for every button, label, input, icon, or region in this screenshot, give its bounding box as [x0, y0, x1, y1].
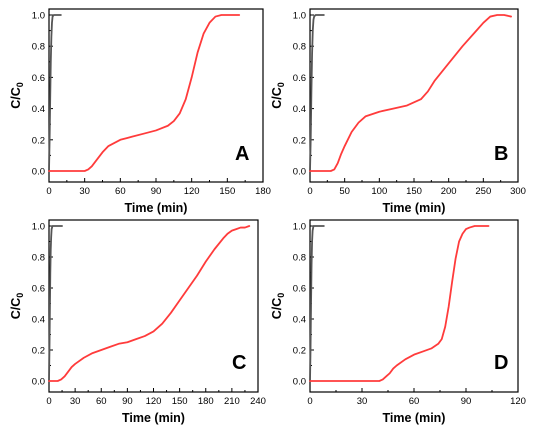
x-tick-label: 300: [510, 186, 526, 197]
y-tick-label: 0.6: [293, 73, 306, 84]
y-axis-title: C/C0: [9, 82, 25, 109]
x-tick-label: 100: [371, 186, 387, 197]
plot-frame: [48, 219, 259, 393]
y-axis-title: C/C0: [270, 82, 286, 109]
x-tick-label: 120: [510, 396, 526, 407]
y-tick-label: 0.0: [293, 377, 306, 388]
x-tick-label: 0: [307, 396, 312, 407]
y-tick-label: 0.2: [293, 346, 306, 357]
x-tick-label: 90: [461, 396, 472, 407]
x-axis-title: Time (min): [125, 201, 188, 215]
x-tick-label: 90: [122, 396, 133, 407]
y-tick-label: 0.0: [32, 377, 45, 388]
x-tick-label: 0: [307, 186, 312, 197]
x-tick-label: 150: [172, 396, 188, 407]
y-tick-label: 0.4: [293, 104, 306, 115]
x-axis-title: Time (min): [122, 411, 185, 425]
x-tick-label: 30: [357, 396, 368, 407]
x-tick-label: 50: [339, 186, 350, 197]
gray-series-line: [309, 14, 325, 172]
x-tick-label: 60: [115, 186, 126, 197]
red-series-line: [48, 14, 241, 172]
red-series-line: [309, 225, 490, 382]
y-axis-title: C/C0: [9, 293, 25, 320]
x-tick-label: 120: [146, 396, 162, 407]
x-axis-title: Time (min): [383, 201, 446, 215]
x-axis-title: Time (min): [383, 411, 446, 425]
x-tick-label: 30: [79, 186, 90, 197]
chart-panel-c: 0 30 60 90 120 150 180 210 240 0.0 0.2 0.4 0.6 0.8 1.0…: [9, 219, 266, 425]
chart-panel-b: 0 50 100 150 200 250 300 0.0 0.2 0.4 0.6 0.8 1.0 Time…: [270, 8, 526, 215]
gray-series-line: [309, 225, 325, 382]
y-tick-label: 0.4: [293, 315, 306, 326]
y-axis-title: C/C0: [270, 293, 286, 320]
panel-letter: A: [235, 143, 249, 165]
y-tick-label: 0.2: [32, 135, 45, 146]
x-tick-label: 60: [409, 396, 420, 407]
x-tick-label: 240: [250, 396, 266, 407]
y-tick-label: 0.8: [293, 42, 306, 53]
panel-letter: D: [494, 352, 508, 374]
x-tick-label: 250: [475, 186, 491, 197]
x-tick-label: 210: [224, 396, 240, 407]
x-tick-label: 30: [70, 396, 81, 407]
x-tick-label: 150: [406, 186, 422, 197]
plot-frame: [48, 8, 264, 183]
x-tick-label: 120: [184, 186, 200, 197]
y-tick-label: 0.8: [32, 42, 45, 53]
y-tick-label: 0.8: [293, 253, 306, 264]
x-tick-label: 60: [96, 396, 107, 407]
x-tick-label: 200: [441, 186, 457, 197]
chart-panel-a: 0 30 60 90 120 150 180 0.0 0.2 0.4 0.6 0.8 1.0 Time (…: [9, 8, 271, 215]
y-tick-label: 0.0: [32, 167, 45, 178]
panel-letter: B: [494, 143, 508, 165]
y-tick-label: 0.6: [32, 284, 45, 295]
y-tick-label: 0.4: [32, 104, 45, 115]
x-tick-label: 90: [151, 186, 162, 197]
x-tick-label: 180: [198, 396, 214, 407]
x-tick-label: 0: [46, 396, 51, 407]
y-tick-label: 0.2: [32, 346, 45, 357]
chart-panel-d: 0 30 60 90 120 0.0 0.2 0.4 0.6 0.8 1.0 Time (min) C/…: [270, 219, 526, 425]
gray-series-line: [48, 14, 62, 172]
y-tick-label: 1.0: [32, 11, 45, 22]
y-tick-label: 1.0: [293, 11, 306, 22]
red-series-line: [309, 14, 512, 172]
y-tick-label: 0.6: [293, 284, 306, 295]
panel-letter: C: [232, 352, 246, 374]
y-tick-label: 1.0: [32, 222, 45, 233]
y-tick-label: 1.0: [293, 222, 306, 233]
plot-frame: [309, 219, 519, 393]
x-tick-label: 0: [46, 186, 51, 197]
y-tick-label: 0.4: [32, 315, 45, 326]
red-series-line: [48, 225, 251, 382]
x-tick-label: 150: [219, 186, 235, 197]
x-tick-label: 180: [255, 186, 271, 197]
y-tick-label: 0.6: [32, 73, 45, 84]
y-tick-label: 0.0: [293, 167, 306, 178]
y-tick-label: 0.2: [293, 135, 306, 146]
gray-series-line: [48, 225, 63, 382]
y-tick-label: 0.8: [32, 253, 45, 264]
